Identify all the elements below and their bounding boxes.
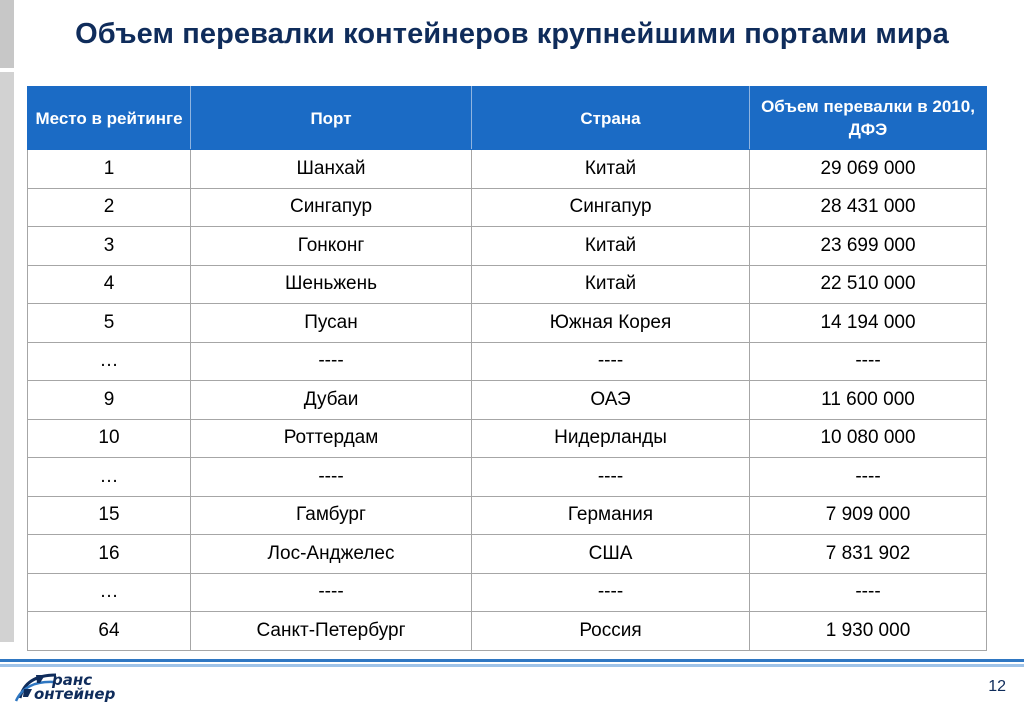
table-row: … ---- ---- ---- — [27, 572, 987, 612]
cell-volume: 11 600 000 — [749, 380, 987, 420]
cell-port: Шеньжень — [190, 264, 472, 304]
table-row: 64 Санкт-Петербург Россия 1 930 000 — [27, 611, 987, 651]
cell-volume: 10 080 000 — [749, 418, 987, 458]
cell-country: Сингапур — [471, 187, 750, 227]
table-row: 1 Шанхай Китай 29 069 000 — [27, 149, 987, 189]
cell-country: Китай — [471, 149, 750, 189]
page-number: 12 — [988, 678, 1006, 695]
cell-rank: 15 — [27, 495, 191, 535]
cell-country: ---- — [471, 572, 750, 612]
table-row: 10 Роттердам Нидерланды 10 080 000 — [27, 418, 987, 458]
logo-mark-icon — [14, 673, 57, 702]
logo-text-line2: онтейнер — [34, 685, 116, 703]
cell-rank: 4 — [27, 264, 191, 304]
cell-volume: ---- — [749, 341, 987, 381]
cell-rank: 2 — [27, 187, 191, 227]
cell-country: ОАЭ — [471, 380, 750, 420]
header-country: Страна — [471, 86, 750, 150]
cell-rank: … — [27, 457, 191, 497]
cell-country: Германия — [471, 495, 750, 535]
cell-volume: 22 510 000 — [749, 264, 987, 304]
cell-port: Пусан — [190, 303, 472, 343]
cell-country: Нидерланды — [471, 418, 750, 458]
company-logo: ранс онтейнер — [14, 671, 124, 703]
slide-title: Объем перевалки контейнеров крупнейшими … — [75, 18, 949, 50]
table-row: … ---- ---- ---- — [27, 457, 987, 497]
cell-volume: 23 699 000 — [749, 226, 987, 266]
cell-port: Сингапур — [190, 187, 472, 227]
header-rank: Место в рейтинге — [27, 86, 191, 150]
cell-port: Лос-Анджелес — [190, 534, 472, 574]
cell-country: Южная Корея — [471, 303, 750, 343]
cell-volume: ---- — [749, 572, 987, 612]
cell-rank: 9 — [27, 380, 191, 420]
table-row: 2 Сингапур Сингапур 28 431 000 — [27, 187, 987, 227]
cell-port: Шанхай — [190, 149, 472, 189]
cell-country: США — [471, 534, 750, 574]
cell-port: Санкт-Петербург — [190, 611, 472, 651]
table-row: 9 Дубаи ОАЭ 11 600 000 — [27, 380, 987, 420]
cell-port: ---- — [190, 572, 472, 612]
cell-country: ---- — [471, 457, 750, 497]
table-row: 4 Шеньжень Китай 22 510 000 — [27, 264, 987, 304]
cell-port: Роттердам — [190, 418, 472, 458]
cell-volume: 14 194 000 — [749, 303, 987, 343]
cell-rank: 3 — [27, 226, 191, 266]
cell-volume: 7 831 902 — [749, 534, 987, 574]
table-row: … ---- ---- ---- — [27, 341, 987, 381]
cell-volume: 1 930 000 — [749, 611, 987, 651]
logo-text-line1: ранс — [52, 671, 93, 689]
cell-rank: 16 — [27, 534, 191, 574]
cell-volume: ---- — [749, 457, 987, 497]
cell-rank: … — [27, 572, 191, 612]
cell-port: Гамбург — [190, 495, 472, 535]
footer-divider — [0, 659, 1024, 667]
cell-rank: 1 — [27, 149, 191, 189]
table-row: 3 Гонконг Китай 23 699 000 — [27, 226, 987, 266]
cell-rank: … — [27, 341, 191, 381]
left-accent-bar — [0, 72, 14, 642]
cell-country: Россия — [471, 611, 750, 651]
cell-port: Гонконг — [190, 226, 472, 266]
cell-rank: 10 — [27, 418, 191, 458]
cell-volume: 29 069 000 — [749, 149, 987, 189]
header-port: Порт — [190, 86, 472, 150]
table-row: 15 Гамбург Германия 7 909 000 — [27, 495, 987, 535]
table-row: 5 Пусан Южная Корея 14 194 000 — [27, 303, 987, 343]
cell-country: ---- — [471, 341, 750, 381]
table-body: 1 Шанхай Китай 29 069 000 2 Сингапур Сингапур 2… — [27, 149, 987, 651]
left-accent-bar-top — [0, 0, 14, 68]
cell-port: Дубаи — [190, 380, 472, 420]
cell-volume: 7 909 000 — [749, 495, 987, 535]
cell-rank: 5 — [27, 303, 191, 343]
header-volume: Объем перевалки в 2010, ДФЭ — [749, 86, 987, 150]
ports-table: Место в рейтинге Порт Страна Объем перев… — [27, 86, 987, 651]
cell-country: Китай — [471, 264, 750, 304]
cell-port: ---- — [190, 457, 472, 497]
table-row: 16 Лос-Анджелес США 7 831 902 — [27, 534, 987, 574]
cell-port: ---- — [190, 341, 472, 381]
table-header-row: Место в рейтинге Порт Страна Объем перев… — [27, 86, 987, 150]
cell-volume: 28 431 000 — [749, 187, 987, 227]
cell-rank: 64 — [27, 611, 191, 651]
cell-country: Китай — [471, 226, 750, 266]
